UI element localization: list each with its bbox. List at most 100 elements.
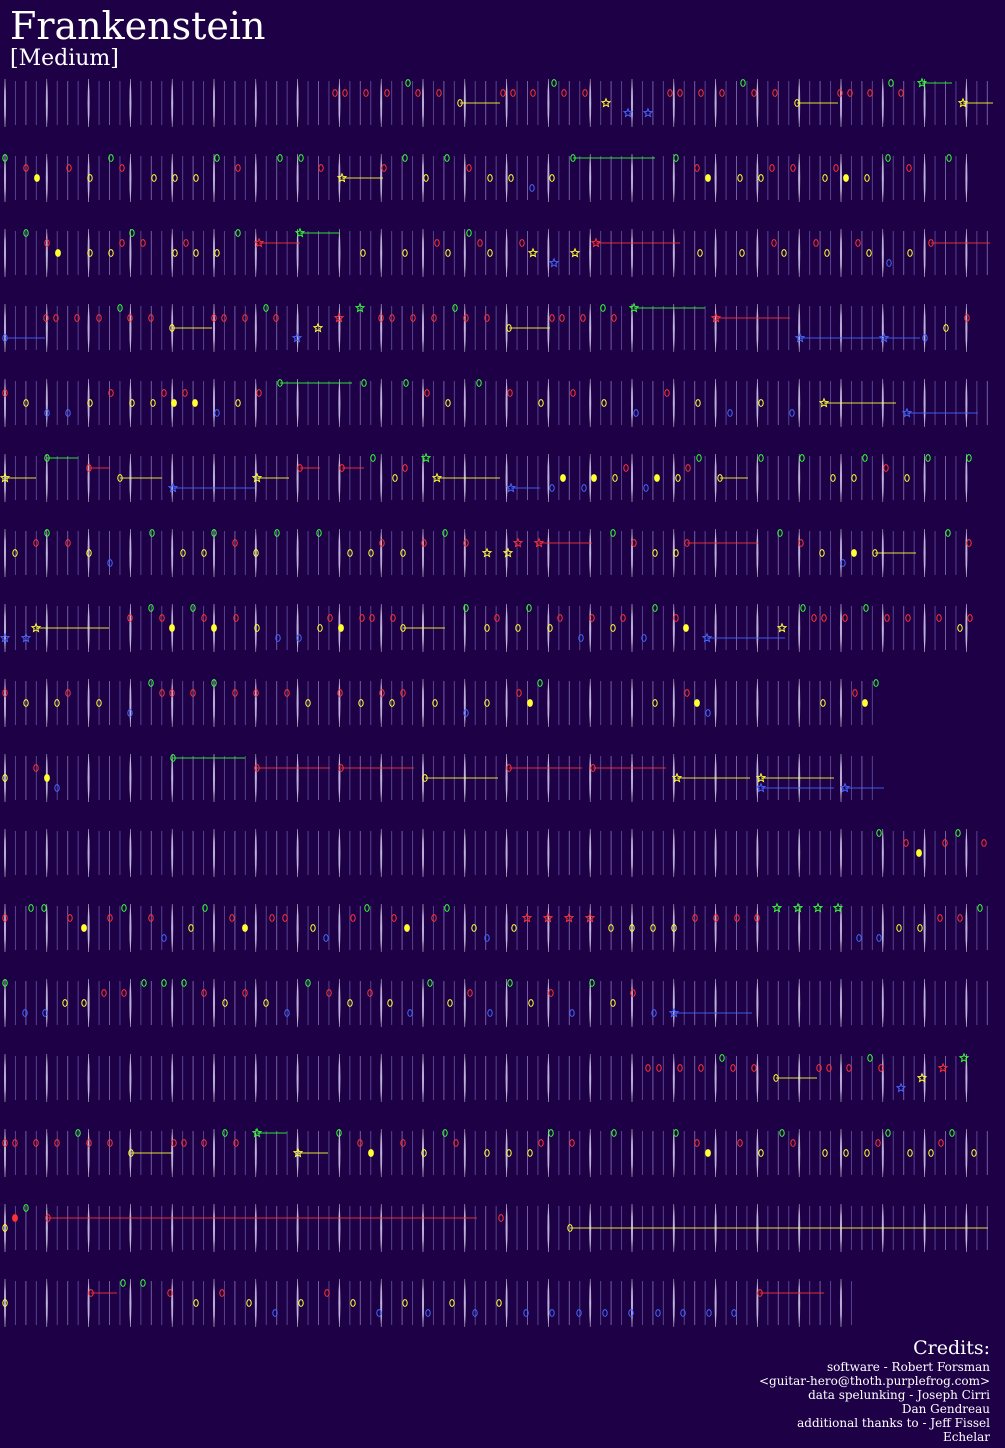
bar-line — [87, 1128, 90, 1178]
bar-line — [923, 453, 926, 503]
bar-line — [4, 153, 6, 203]
bar-line — [881, 903, 884, 953]
note-icon — [214, 154, 220, 162]
credits-heading: Credits: — [913, 1337, 990, 1359]
note-icon — [549, 484, 555, 492]
note-icon — [758, 454, 764, 462]
hopo-note-icon — [683, 624, 689, 632]
note-icon — [316, 529, 322, 537]
star-note-icon — [832, 902, 844, 913]
note-icon — [367, 989, 373, 997]
bar-line — [840, 903, 842, 953]
note-icon — [769, 164, 775, 172]
bar-line — [213, 1203, 215, 1253]
note-icon — [378, 314, 384, 322]
note-icon — [567, 1224, 573, 1232]
note-icon — [907, 249, 913, 257]
bar-line — [45, 378, 48, 428]
bar-line — [463, 903, 466, 953]
note-icon — [129, 229, 135, 237]
note-icon — [798, 539, 804, 547]
note-icon — [384, 89, 390, 97]
note-icon — [424, 389, 430, 397]
bar-line — [463, 228, 466, 278]
note-icon — [652, 604, 658, 612]
note-icon — [128, 1149, 134, 1157]
bar-line — [129, 1278, 132, 1328]
bar-line — [45, 1278, 48, 1328]
bar-line — [505, 1053, 508, 1103]
note-icon — [519, 239, 525, 247]
bar-line — [840, 1053, 842, 1103]
bar-line — [87, 1053, 90, 1103]
note-icon — [821, 614, 827, 622]
note-icon — [873, 679, 879, 687]
note-icon — [379, 689, 385, 697]
bar-line — [129, 228, 132, 278]
note-icon — [695, 399, 701, 407]
bar-line — [87, 228, 90, 278]
note-icon — [631, 539, 637, 547]
note-icon — [44, 409, 50, 417]
note-icon — [381, 164, 387, 172]
note-icon — [964, 314, 970, 322]
bar-line — [965, 603, 968, 653]
note-icon — [305, 979, 311, 987]
bar-line — [672, 303, 675, 353]
bar-line — [171, 828, 174, 878]
note-icon — [472, 1309, 478, 1317]
bar-line — [714, 78, 717, 128]
bar-line — [589, 753, 592, 803]
song-title: Frankenstein — [10, 4, 266, 48]
note-icon — [790, 164, 796, 172]
note-icon — [188, 924, 194, 932]
star-note-icon — [0, 472, 11, 483]
bar-line — [923, 303, 926, 353]
hopo-note-icon — [591, 474, 597, 482]
bar-line — [296, 153, 299, 203]
note-icon — [570, 389, 576, 397]
note-icon — [484, 934, 490, 942]
bar-line — [965, 828, 968, 878]
bar-line — [631, 903, 633, 953]
bar-line — [171, 1278, 174, 1328]
note-icon — [190, 689, 196, 697]
note-icon — [547, 624, 553, 632]
note-icon — [610, 529, 616, 537]
note-icon — [641, 634, 647, 642]
note-icon — [811, 614, 817, 622]
bar-line — [45, 678, 48, 728]
bar-line — [672, 828, 675, 878]
bar-line — [840, 753, 842, 803]
note-icon — [423, 174, 429, 182]
bar-line — [505, 678, 508, 728]
star-note-icon — [957, 97, 969, 108]
bar-line — [171, 978, 174, 1028]
credits-line: Dan Gendreau — [901, 1402, 990, 1416]
note-icon — [272, 1309, 278, 1317]
hopo-note-icon — [404, 924, 410, 932]
bar-line — [380, 603, 383, 653]
hopo-note-icon — [169, 624, 175, 632]
note-icon — [734, 914, 740, 922]
note-icon — [611, 314, 617, 322]
note-icon — [214, 249, 220, 257]
bar-line — [756, 753, 759, 803]
bar-line — [213, 153, 215, 203]
bar-line — [547, 603, 550, 653]
bar-line — [881, 603, 884, 653]
bar-line — [756, 903, 759, 953]
bar-line — [338, 978, 341, 1028]
note-icon — [630, 989, 636, 997]
note-icon — [842, 614, 848, 622]
bar-line — [463, 1128, 466, 1178]
note-icon — [275, 634, 281, 642]
bar-line — [129, 303, 132, 353]
bar-line — [547, 528, 550, 578]
hopo-note-icon — [81, 924, 87, 932]
bar-line — [213, 1128, 215, 1178]
bar-line — [171, 678, 174, 728]
bar-line — [798, 1128, 801, 1178]
bar-line — [338, 78, 341, 128]
star-note-icon — [755, 782, 767, 793]
